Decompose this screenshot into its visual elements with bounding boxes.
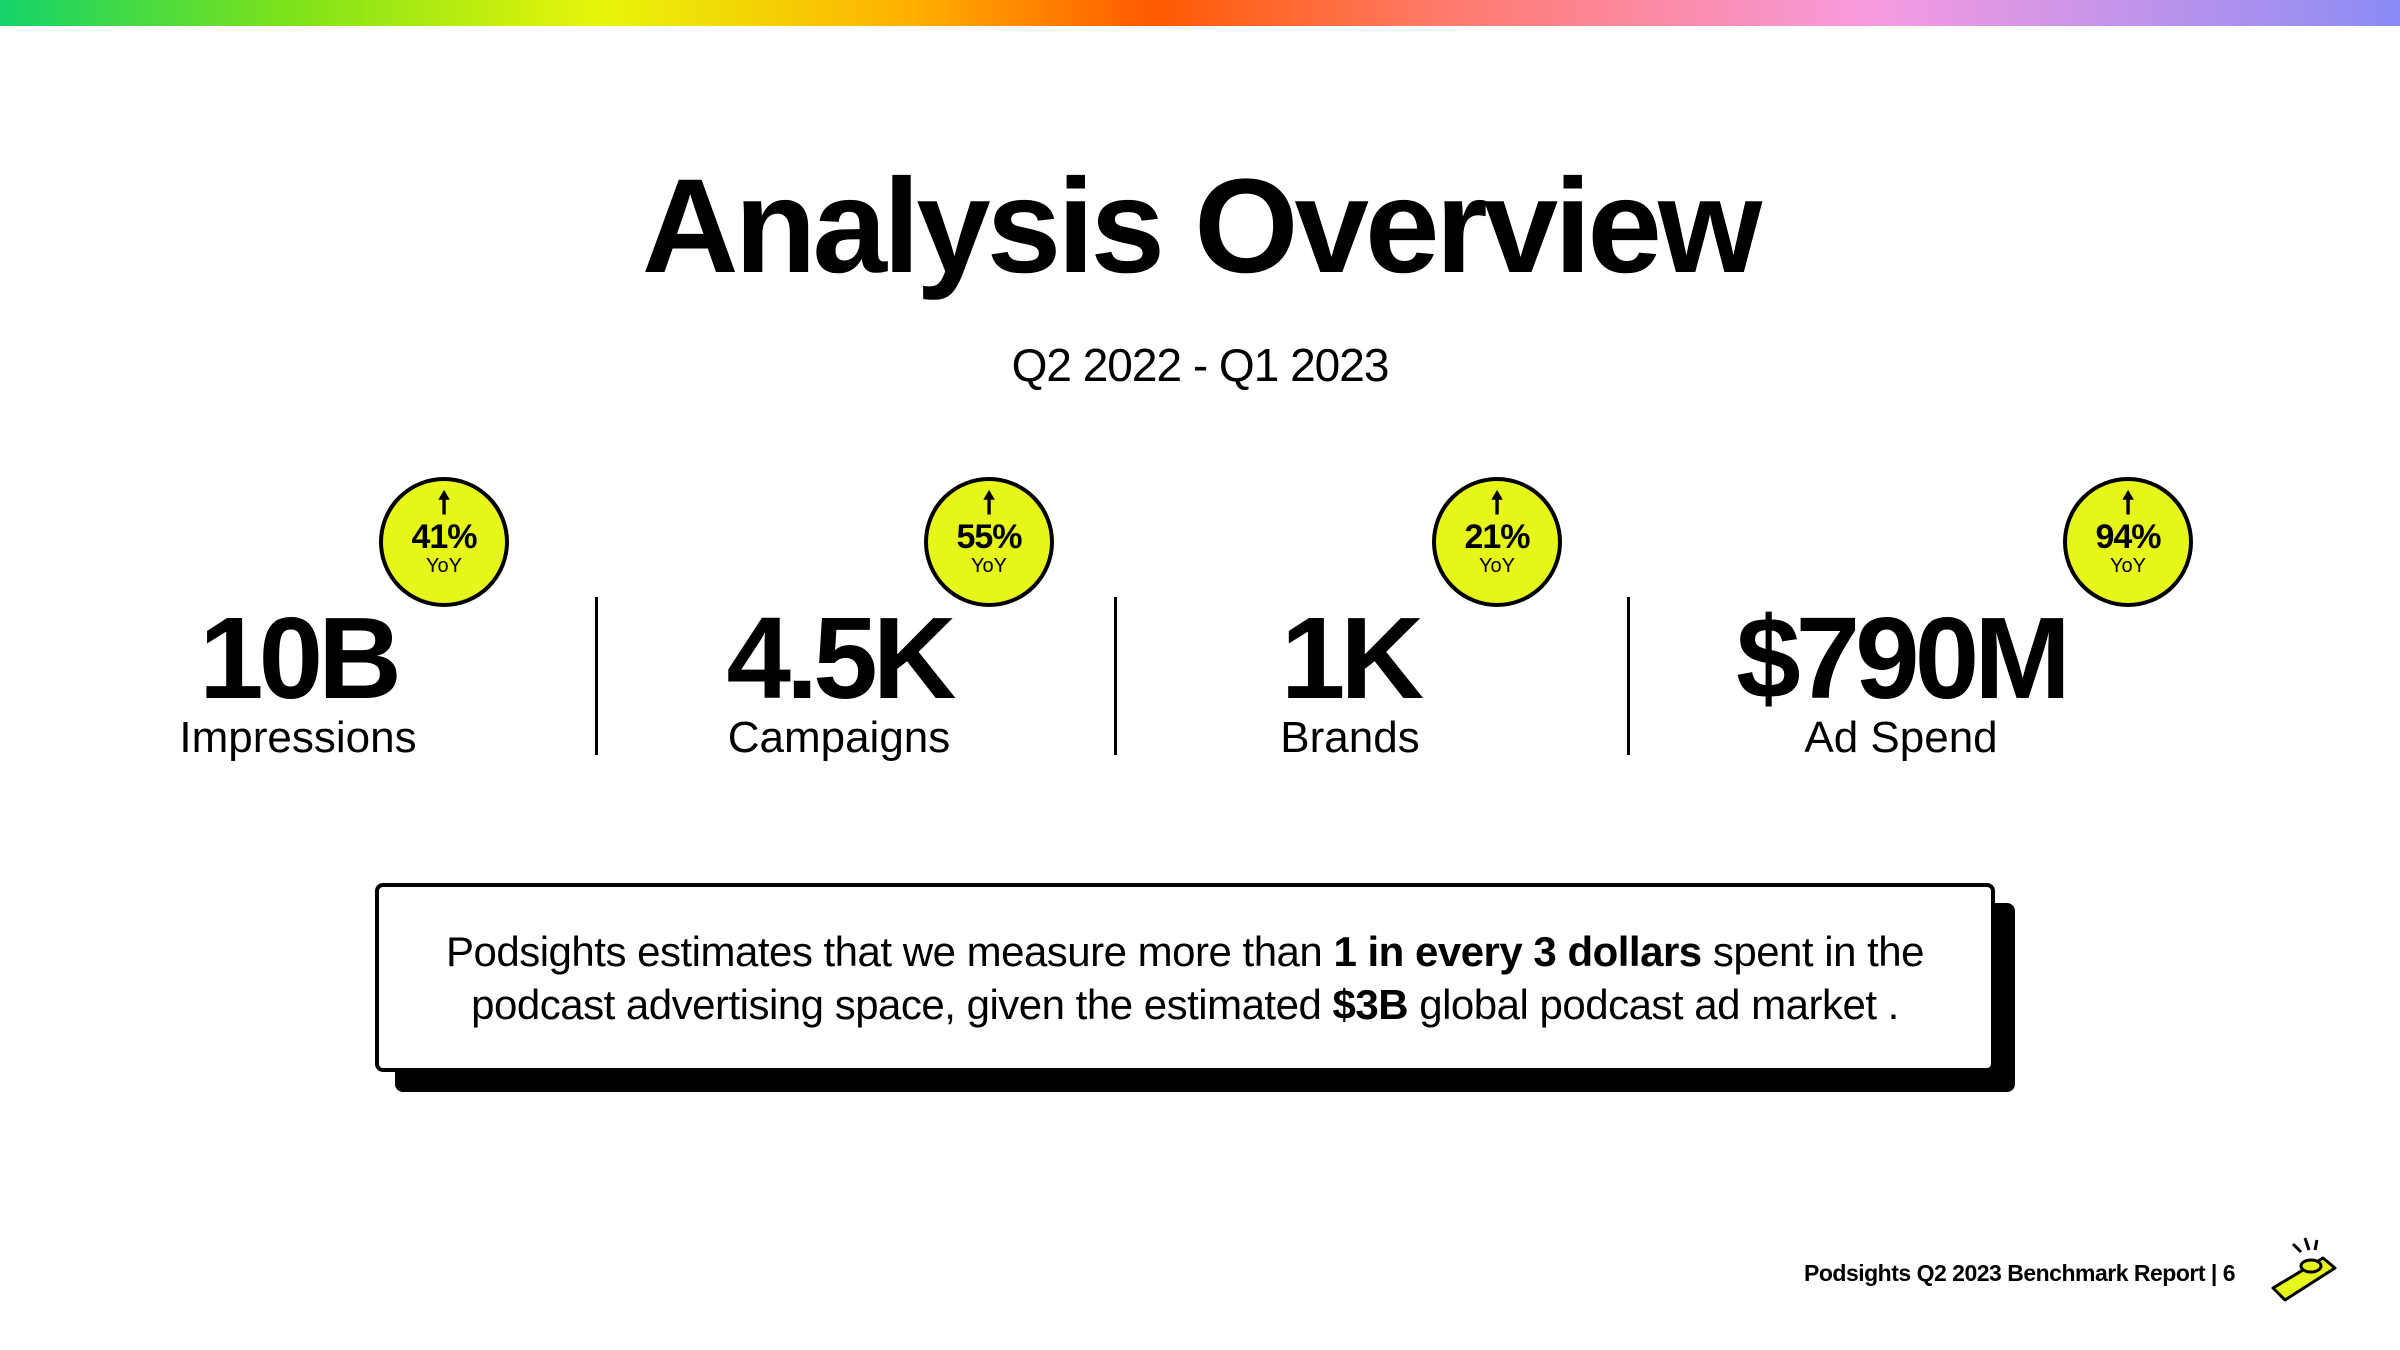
stat: $790M Ad Spend (1641, 600, 2161, 764)
up-arrow: 🠕 (1490, 487, 1504, 520)
callout-bold: 1 in every 3 dollars (1333, 927, 1702, 975)
up-arrow: 🠕 (2121, 487, 2135, 520)
change: 94% (2095, 518, 2161, 556)
period: YoY (971, 555, 1007, 577)
change-badge: 🠕 21% YoY (1432, 477, 1562, 607)
divider (1114, 597, 1117, 755)
stat: 4.5K Campaigns (579, 600, 1099, 764)
change-badge: 🠕 41% YoY (379, 477, 509, 607)
change: 21% (1464, 518, 1530, 556)
stat-value: $790M (1736, 593, 2071, 723)
stat-label: Campaigns (727, 713, 951, 762)
period: YoY (426, 555, 462, 577)
change: 55% (956, 518, 1022, 556)
up-arrow: 🠕 (982, 487, 996, 520)
stat-label: Ad Spend (1804, 713, 1998, 762)
rainbow-bar (0, 0, 2400, 26)
divider (1627, 597, 1630, 755)
callout-segment: global podcast ad market . (1408, 980, 1899, 1028)
callout-segment: Podsights estimates that we measure more… (446, 927, 1334, 975)
callout-text: Podsights estimates that we measure more… (439, 925, 1931, 1031)
up-arrow: 🠕 (437, 487, 451, 520)
stat-value: 4.5K (726, 593, 956, 723)
period: YoY (1479, 555, 1515, 577)
divider (595, 597, 598, 755)
logo-icon (2271, 1237, 2337, 1302)
subtitle: Q2 2022 - Q1 2023 (1011, 339, 1390, 391)
change-badge: 🠕 94% YoY (2063, 477, 2193, 607)
stat-label: Brands (1280, 713, 1420, 762)
stat-label: Impressions (179, 713, 417, 762)
change-badge: 🠕 55% YoY (924, 477, 1054, 607)
change: 41% (411, 518, 477, 556)
stat-value: 10B (199, 593, 402, 723)
callout-bold: $3B (1332, 980, 1409, 1028)
stat: 10B Impressions (38, 600, 558, 764)
footer: Podsights Q2 2023 Benchmark Report | 6 (1804, 1260, 2235, 1286)
title: Analysis Overview (641, 152, 1762, 301)
stat-value: 1K (1280, 593, 1424, 723)
period: YoY (2110, 555, 2146, 577)
callout-segment: spent in the podcast advertising space, … (471, 927, 1936, 1028)
stat: 1K Brands (1090, 600, 1610, 764)
callout: Podsights estimates that we measure more… (375, 883, 1995, 1072)
